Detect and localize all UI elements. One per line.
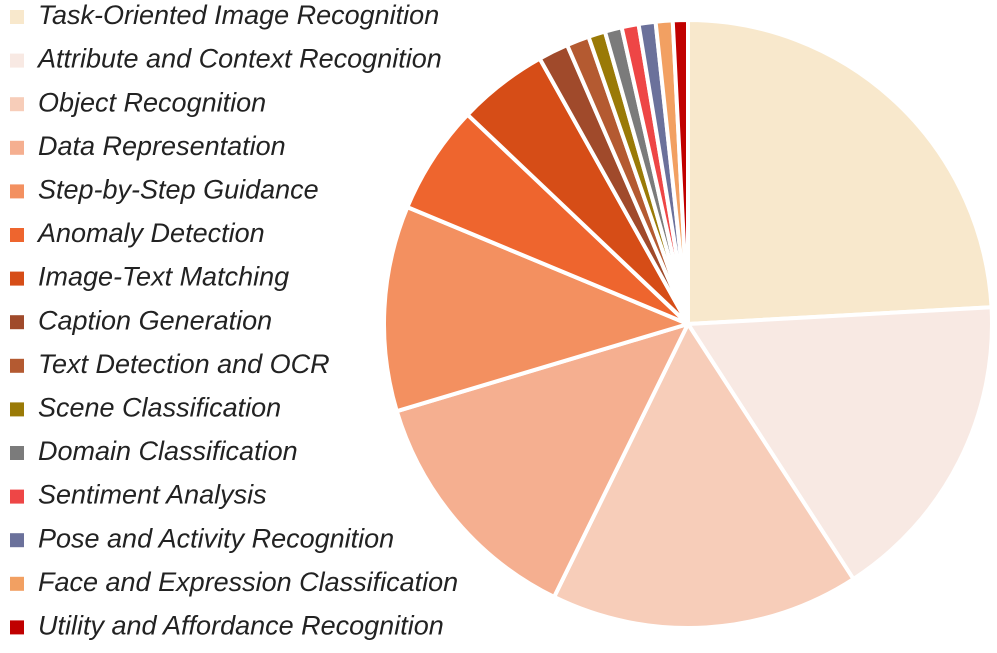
legend-swatch — [10, 53, 24, 68]
legend-swatch — [10, 184, 24, 199]
pie-slice — [670, 18, 690, 326]
legend-label: Utility and Affordance Recognition — [38, 611, 444, 641]
legend-label: Pose and Activity Recognition — [38, 523, 394, 553]
legend-swatch — [10, 358, 24, 373]
legend-label: Image-Text Matching — [38, 262, 289, 292]
legend-swatch — [10, 620, 24, 635]
legend-label: Data Representation — [38, 131, 286, 161]
legend-swatch — [10, 576, 24, 591]
legend-swatch — [10, 228, 24, 242]
legend-swatch — [10, 489, 24, 504]
legend-swatch — [10, 402, 24, 417]
legend-label: Object Recognition — [38, 87, 266, 117]
legend-label: Scene Classification — [38, 393, 281, 423]
legend-label: Text Detection and OCR — [38, 349, 330, 379]
legend-label: Anomaly Detection — [36, 218, 265, 248]
legend-label: Caption Generation — [38, 305, 272, 335]
legend-label: Step-by-Step Guidance — [38, 175, 319, 205]
legend-label: Attribute and Context Recognition — [36, 44, 442, 74]
legend-swatch — [10, 533, 24, 548]
legend-label: Sentiment Analysis — [38, 480, 267, 510]
legend-label: Task-Oriented Image Recognition — [38, 0, 439, 30]
pie-slice — [552, 322, 856, 630]
legend-swatch — [10, 271, 24, 286]
legend-label: Domain Classification — [38, 436, 298, 466]
legend-swatch — [10, 10, 24, 24]
legend-label: Face and Expression Classification — [38, 567, 458, 597]
pie-slice — [382, 205, 690, 414]
legend-swatch — [10, 315, 24, 330]
legend-swatch — [10, 97, 24, 112]
pie-slice — [394, 322, 690, 599]
legend-swatch — [10, 446, 24, 460]
pie-slice — [686, 18, 994, 326]
pie-slice — [686, 305, 994, 582]
legend-swatch — [10, 140, 24, 155]
